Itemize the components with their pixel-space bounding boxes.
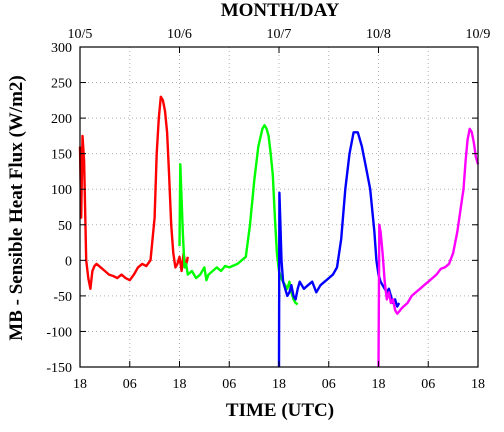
y-tick-label: 50 (58, 219, 72, 234)
y-tick-label: -150 (46, 361, 72, 376)
axis-ticks: -150 -100 -50 0 50 100 150 200 250 300 18 06 18 06 18 0… (46, 27, 490, 392)
y-tick-label: 100 (51, 183, 72, 198)
series-line-1 (78, 95, 189, 290)
series-lines (78, 95, 480, 368)
x-tick-label: 18 (173, 377, 187, 392)
y-tick-label: 150 (51, 148, 72, 163)
x-tick-label: 06 (123, 377, 137, 392)
x-axis-title: TIME (UTC) (226, 400, 334, 421)
top-tick-label: 10/8 (366, 27, 391, 42)
top-tick-label: 10/5 (68, 27, 93, 42)
top-tick-label: 10/6 (167, 27, 192, 42)
series-line-4 (377, 127, 480, 368)
top-tick-label: 10/7 (267, 27, 292, 42)
y-tick-label: 0 (65, 254, 72, 269)
y-tick-label: 200 (51, 112, 72, 127)
y-tick-label: -50 (53, 290, 72, 305)
x-tick-label: 18 (73, 377, 87, 392)
y-tick-label: 300 (51, 41, 72, 56)
x-tick-label: 18 (372, 377, 386, 392)
x-tick-label: 18 (272, 377, 286, 392)
y-tick-label: 250 (51, 77, 72, 92)
y-tick-label: -100 (46, 325, 72, 340)
x-tick-label: 18 (471, 377, 485, 392)
x-tick-label: 06 (222, 377, 236, 392)
top-axis-title: MONTH/DAY (221, 0, 340, 21)
x-tick-label: 06 (322, 377, 336, 392)
y-axis-title: MB - Sensible Heat Flux (W/m2) (6, 75, 27, 340)
x-tick-label: 06 (421, 377, 435, 392)
top-tick-label: 10/9 (466, 27, 491, 42)
